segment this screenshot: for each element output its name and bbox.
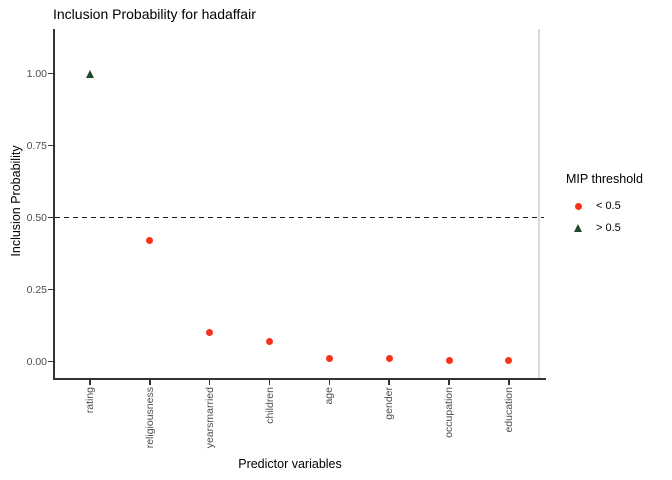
x-tick-mark (508, 380, 510, 385)
data-point-gender (385, 355, 393, 363)
data-point-education (505, 357, 513, 365)
y-tick-mark (48, 216, 53, 219)
legend-item-triangle: > 0.5 (566, 217, 670, 239)
panel-right-border (538, 29, 540, 378)
y-tick-label: 0.00 (26, 355, 47, 368)
data-point-children (266, 338, 274, 346)
y-tick-label: 1.00 (26, 67, 47, 80)
x-tick-mark (388, 380, 391, 385)
legend-title: MIP threshold (566, 172, 643, 186)
data-point-yearsmarried (206, 329, 214, 337)
x-tick-label: education (502, 387, 515, 433)
y-tick-mark (48, 288, 53, 291)
y-tick-label: 0.25 (26, 283, 47, 296)
x-tick-label: age (323, 387, 336, 405)
x-tick-label: gender (383, 387, 396, 420)
y-tick-mark (48, 144, 53, 147)
data-point-occupation (445, 356, 453, 364)
y-tick-label: 0.75 (26, 139, 47, 152)
x-tick-mark (268, 380, 271, 385)
legend-items: < 0.5 > 0.5 (566, 195, 670, 239)
legend-item-label: < 0.5 (596, 200, 621, 212)
legend-marker-cell (566, 224, 590, 232)
x-tick-label: occupation (443, 387, 456, 438)
legend-item-circle: < 0.5 (566, 195, 670, 217)
x-tick-label: religiousness (143, 387, 156, 449)
x-tick-mark (328, 380, 331, 385)
data-point-age (325, 355, 333, 363)
legend: MIP threshold < 0.5 > 0.5 (566, 172, 670, 239)
legend-triangle-icon (574, 224, 582, 232)
x-tick-label: yearsmarried (203, 387, 216, 449)
y-axis-line (53, 29, 55, 380)
data-point-rating (85, 69, 94, 78)
legend-item-label: > 0.5 (596, 222, 621, 234)
x-tick-mark (149, 380, 151, 385)
x-tick-mark (448, 380, 450, 385)
x-axis-title: Predictor variables (238, 457, 342, 471)
legend-circle-icon (574, 202, 582, 210)
y-tick-label: 0.50 (26, 211, 47, 224)
y-axis-title: Inclusion Probability (9, 145, 23, 257)
y-tick-mark (48, 360, 53, 363)
data-point-religiousness (146, 237, 154, 245)
chart-title: Inclusion Probability for hadaffair (53, 6, 256, 22)
threshold-dashed-line (55, 216, 544, 219)
x-tick-label: children (263, 387, 276, 424)
x-tick-mark (89, 380, 91, 385)
x-tick-mark (208, 380, 211, 385)
x-tick-label: rating (84, 387, 96, 414)
x-axis-line (53, 378, 546, 380)
legend-marker-cell (566, 202, 590, 210)
y-tick-mark (48, 72, 53, 75)
